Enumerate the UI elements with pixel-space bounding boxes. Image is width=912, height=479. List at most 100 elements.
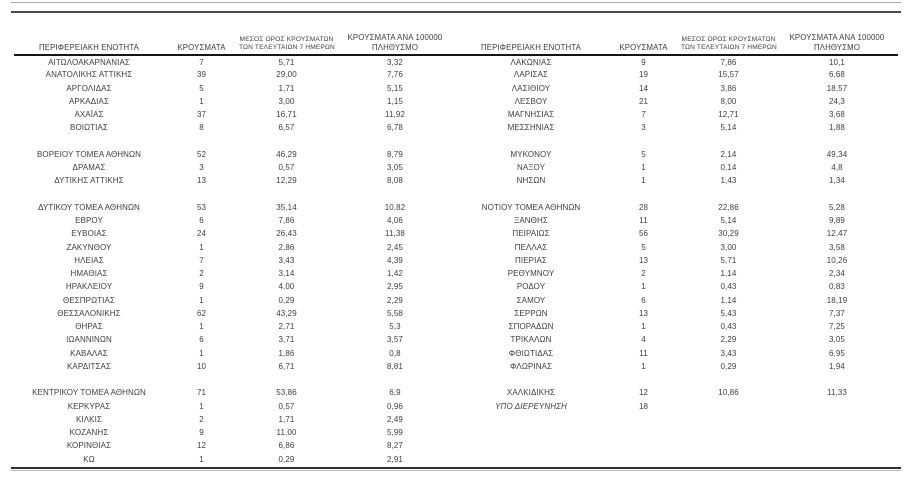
per100k-header-line2: ΠΛΗΘΥΣΜΟ: [813, 42, 861, 52]
table-row: ΚΩ 1 0,29 2,91: [14, 453, 898, 466]
region-cell: ΘΕΣΠΡΩΤΙΑΣ: [63, 295, 115, 305]
avg7-cell: 11,00: [276, 428, 297, 438]
cases-cell: 39: [196, 70, 207, 80]
avg7-cell: 3,00: [278, 96, 295, 106]
table-row: ΘΕΣΣΑΛΟΝΙΚΗΣ 62 43,29 5,58 ΣΕΡΡΩΝ 13 5,43 7,37: [14, 307, 898, 320]
avg7-cell: [681, 453, 776, 466]
per100k-cell: [776, 426, 898, 439]
avg7-cell: 12,71: [718, 110, 739, 120]
region-cell: ΒΟΙΩΤΙΑΣ: [70, 123, 108, 133]
avg7-cell: 2,71: [278, 322, 295, 332]
avg7-cell: [681, 188, 776, 201]
region-cell: ΖΑΚΥΝΘΟΥ: [66, 242, 112, 252]
per100k-cell: 6,95: [829, 348, 845, 358]
avg7-cell: 1,86: [278, 348, 295, 358]
per100k-cell: [776, 453, 898, 466]
region-cell: ΗΛΕΙΑΣ: [74, 255, 104, 265]
region-cell: ΦΘΙΩΤΙΔΑΣ: [508, 348, 554, 358]
avg7-cell: 0,14: [720, 163, 737, 173]
per100k-cell: 7,76: [387, 70, 403, 80]
region-cell: ΡΟΔΟΥ: [516, 282, 546, 292]
per100k-cell: 1,34: [829, 176, 845, 186]
table-row: ΚΟΡΙΝΘΙΑΣ 12 6,86 8,27: [14, 439, 898, 452]
cases-cell: 1: [641, 322, 646, 332]
region-cell: [456, 426, 606, 439]
cases-cell: 56: [638, 229, 649, 239]
cases-cell: 5: [641, 149, 646, 159]
bottom-rule-dark: [11, 467, 901, 469]
table-header: ΠΕΡΙΦΕΡΕΙΑΚΗ ΕΝΟΤΗΤΑ ΚΡΟΥΣΜΑΤΑ ΜΕΣΟΣ ΟΡΟ…: [14, 29, 898, 56]
avg7-cell: 12,29: [276, 176, 297, 186]
per100k-cell: 1,88: [829, 123, 845, 133]
cases-cell: 8: [199, 123, 204, 133]
region-cell: ΜΥΚΟΝΟΥ: [510, 149, 552, 159]
table-row: ΖΑΚΥΝΘΟΥ 1 2,86 2,45 ΠΕΛΛΑΣ 5 3,00 3,58: [14, 241, 898, 254]
avg7-cell: 3,14: [278, 269, 295, 279]
cases-cell: [164, 188, 239, 201]
region-cell: [456, 453, 606, 466]
cases-table-body: ΑΙΤΩΛΟΑΚΑΡΝΑΝΙΑΣ 7 5,71 3,32 ΛΑΚΩΝΙΑΣ 9 7,86 10…: [14, 55, 898, 466]
region-cell: ΚΙΛΚΙΣ: [75, 414, 102, 424]
per100k-cell: 4,39: [387, 255, 403, 265]
region-cell: ΒΟΡΕΙΟΥ ΤΟΜΕΑ ΑΘΗΝΩΝ: [36, 149, 142, 159]
avg7-cell: 3,00: [720, 242, 737, 252]
avg7-cell: 3,71: [278, 335, 295, 345]
cases-cell: 11: [639, 348, 648, 358]
avg7-cell: 0,29: [720, 361, 737, 371]
separator-row: [14, 135, 898, 148]
region-cell: ΚΟΡΙΝΘΙΑΣ: [66, 441, 112, 451]
per100k-cell: [776, 400, 898, 413]
avg7-cell: [681, 135, 776, 148]
region-cell: ΕΒΡΟΥ: [75, 216, 103, 226]
table-row: ΑΧΑΪΑΣ 37 16,71 11,92 ΜΑΓΝΗΣΙΑΣ 7 12,71 3,68: [14, 108, 898, 121]
per100k-cell: 0,96: [387, 401, 403, 411]
cases-cell: 21: [638, 96, 649, 106]
region-cell: ΞΑΝΘΗΣ: [514, 216, 548, 226]
per100k-cell: 3,05: [387, 163, 403, 173]
cases-cell: 4: [641, 335, 646, 345]
region-cell: ΔΥΤΙΚΗΣ ΑΤΤΙΚΗΣ: [54, 176, 124, 186]
per100k-cell: 18,19: [826, 295, 848, 305]
avg7-cell: 7,86: [720, 57, 737, 67]
cases-cell: [606, 453, 681, 466]
per100k-cell: [334, 135, 456, 148]
per100k-cell: 3,05: [829, 335, 845, 345]
avg7-cell: 15,57: [718, 70, 739, 80]
cases-cell: [606, 188, 681, 201]
cases-cell: 13: [638, 308, 649, 318]
avg7-header-left: ΜΕΣΟΣ ΟΡΟΣ ΚΡΟΥΣΜΑΤΩΝ ΤΩΝ ΤΕΛΕΥΤΑΙΩΝ 7 Η…: [239, 29, 335, 56]
per100k-cell: 2,91: [387, 454, 403, 464]
region-cell: ΣΠΟΡΑΔΩΝ: [508, 322, 554, 332]
cases-cell: 62: [196, 308, 207, 318]
region-cell: ΛΑΡΙΣΑΣ: [513, 70, 549, 80]
cases-cell: 1: [199, 454, 204, 464]
cases-cell: [606, 373, 681, 386]
per100k-cell: 24,3: [829, 96, 845, 106]
per100k-cell: 2,45: [387, 242, 403, 252]
region-cell: ΘΕΣΣΑΛΟΝΙΚΗΣ: [57, 308, 121, 318]
region-cell: ΗΜΑΘΙΑΣ: [70, 269, 108, 279]
cases-cell: 28: [638, 202, 649, 212]
avg7-cell: [681, 426, 776, 439]
avg7-header-line2: ΤΩΝ ΤΕΛΕΥΤΑΙΩΝ 7 ΗΜΕΡΩΝ: [681, 44, 777, 51]
per100k-cell: 12,47: [826, 229, 848, 239]
region-cell: ΚΑΒΑΛΑΣ: [70, 348, 108, 358]
per100k-cell: 2,49: [387, 414, 403, 424]
avg7-cell: 29,00: [276, 70, 297, 80]
cases-cell: 6: [199, 216, 204, 226]
per100k-cell: 5,58: [387, 308, 403, 318]
cases-cell: 11: [639, 216, 648, 226]
avg7-cell: 0,43: [720, 282, 737, 292]
avg7-cell: [239, 373, 334, 386]
cases-cell: 52: [196, 149, 207, 159]
cases-cell: 24: [196, 229, 207, 239]
region-cell: ΝΟΤΙΟΥ ΤΟΜΕΑ ΑΘΗΝΩΝ: [481, 202, 581, 212]
table-row: ΗΡΑΚΛΕΙΟΥ 9 4,00 2,95 ΡΟΔΟΥ 1 0,43 0,83: [14, 280, 898, 293]
table-row: ΘΗΡΑΣ 1 2,71 5,3 ΣΠΟΡΑΔΩΝ 1 0,43 7,25: [14, 320, 898, 333]
table-row: ΕΒΡΟΥ 6 7,86 4,06 ΞΑΝΘΗΣ 11 5,14 9,89: [14, 214, 898, 227]
region-cell: ΑΡΓΟΛΙΔΑΣ: [66, 83, 112, 93]
regional-cases-table: ΠΕΡΙΦΕΡΕΙΑΚΗ ΕΝΟΤΗΤΑ ΚΡΟΥΣΜΑΤΑ ΜΕΣΟΣ ΟΡΟ…: [14, 29, 898, 466]
table-row: ΔΡΑΜΑΣ 3 0,57 3,05 ΝΑΞΟΥ 1 0,14 4,8: [14, 161, 898, 174]
table-row: ΒΟΙΩΤΙΑΣ 8 6,57 6,78 ΜΕΣΣΗΝΙΑΣ 3 5,14 1,88: [14, 121, 898, 134]
table-row: ΚΙΛΚΙΣ 2 1,71 2,49: [14, 413, 898, 426]
